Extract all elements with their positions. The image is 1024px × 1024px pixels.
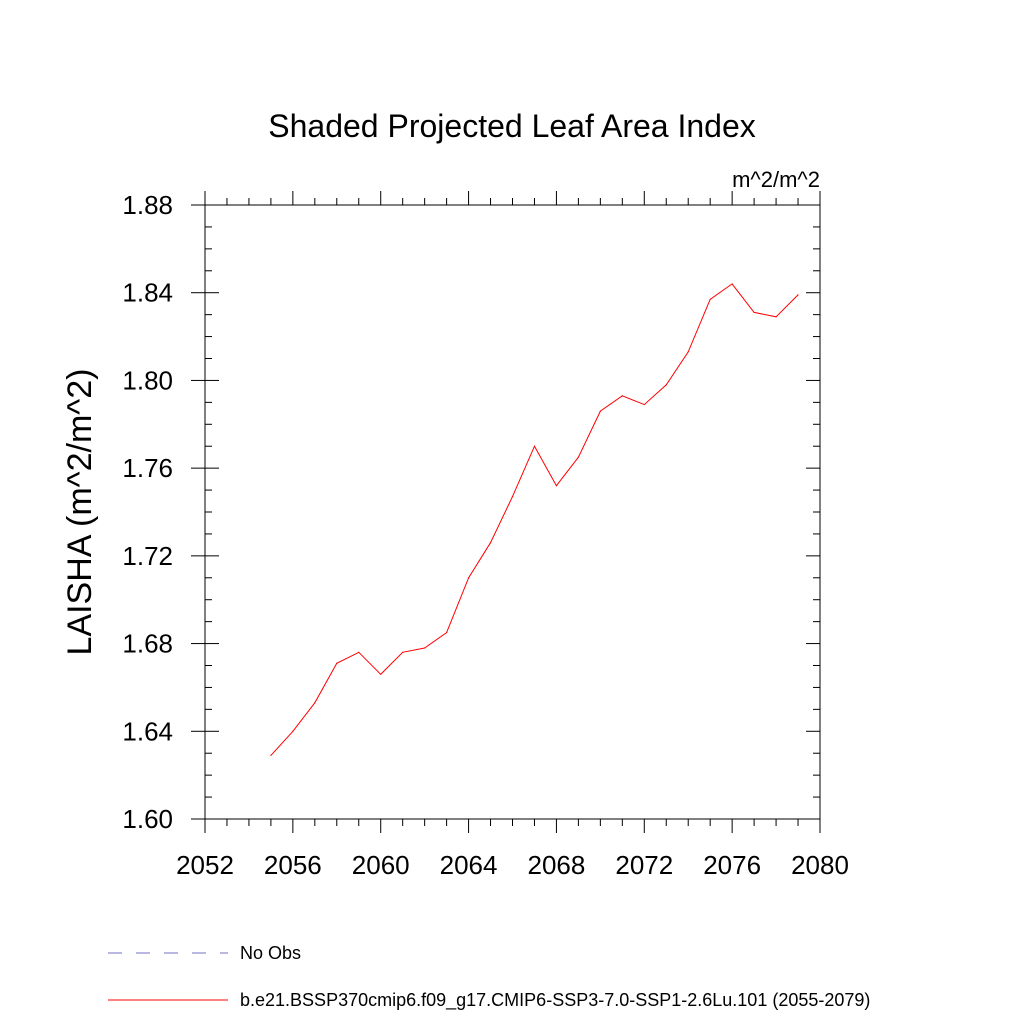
data-point <box>489 542 492 544</box>
data-point <box>621 395 623 397</box>
y-axis-label: LAISHA (m^2/m^2) <box>61 369 99 656</box>
data-point <box>424 647 426 649</box>
series-layer <box>270 283 799 757</box>
data-point <box>753 311 755 314</box>
data-point <box>577 456 579 458</box>
x-tick-label: 2056 <box>264 850 322 880</box>
y-tick-label: 1.68 <box>122 629 173 659</box>
x-tick-label: 2064 <box>440 850 498 880</box>
x-tick-label: 2060 <box>352 850 410 880</box>
data-point <box>599 410 601 412</box>
data-point <box>402 651 404 653</box>
data-point <box>314 702 316 704</box>
legend-label-no-obs: No Obs <box>240 943 301 963</box>
plot-frame <box>204 204 821 820</box>
data-point <box>775 316 777 318</box>
legend-label-model: b.e21.BSSP370cmip6.f09_g17.CMIP6-SSP3-7.… <box>240 990 870 1011</box>
y-tick-label: 1.72 <box>122 541 173 571</box>
data-point <box>467 577 470 579</box>
y-tick-label: 1.64 <box>122 716 173 746</box>
data-point <box>446 632 448 634</box>
x-tick-label: 2052 <box>176 850 234 880</box>
x-tick-label: 2068 <box>528 850 586 880</box>
data-point <box>336 662 338 664</box>
data-point <box>380 673 382 675</box>
data-point <box>358 651 360 653</box>
y-tick-label: 1.84 <box>122 278 173 308</box>
y-tick-label: 1.60 <box>122 804 173 834</box>
data-point <box>709 298 711 300</box>
data-point <box>665 384 667 386</box>
y-tick-label: 1.80 <box>122 365 173 395</box>
data-point <box>511 496 514 498</box>
x-tick-label: 2080 <box>791 850 849 880</box>
data-point <box>292 730 294 732</box>
data-point <box>555 485 558 487</box>
data-point <box>687 351 689 353</box>
series-line <box>270 283 799 756</box>
data-point <box>731 283 733 285</box>
data-point <box>270 754 272 757</box>
legend: No Obs b.e21.BSSP370cmip6.f09_g17.CMIP6-… <box>108 943 870 1011</box>
x-tick-label: 2076 <box>703 850 761 880</box>
y-tick-label: 1.88 <box>122 190 173 220</box>
y-tick-label: 1.76 <box>122 453 173 483</box>
units-label: m^2/m^2 <box>732 167 820 192</box>
data-point <box>797 294 799 296</box>
axes: 2052 2056 2060 2064 2068 2072 2076 2080 1.60 1.64… <box>122 190 849 880</box>
x-tick-label: 2072 <box>615 850 673 880</box>
data-point <box>643 403 645 406</box>
chart-title: Shaded Projected Leaf Area Index <box>268 108 755 144</box>
data-point <box>533 445 536 447</box>
